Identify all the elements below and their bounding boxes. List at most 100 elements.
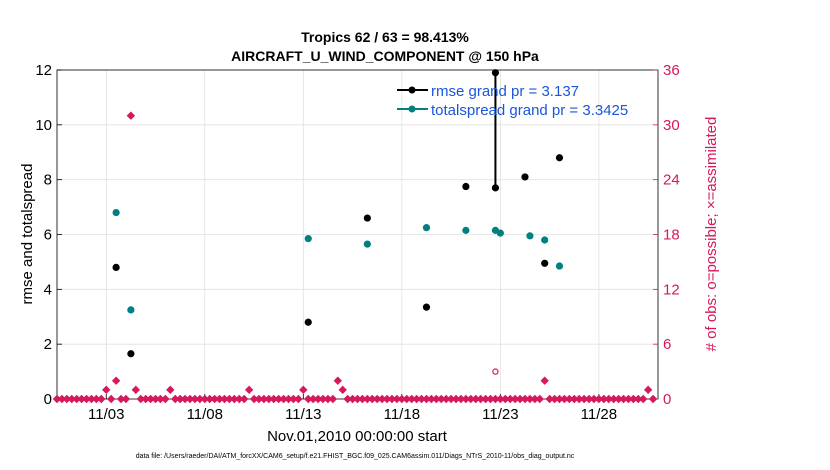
y-tick-label: 10 <box>35 117 52 134</box>
obs-count-marker <box>72 394 81 404</box>
obs-count-marker <box>333 376 342 385</box>
obs-count-marker <box>284 394 293 404</box>
y-right-tick-label: 24 <box>663 172 680 189</box>
legend-spread-label: totalspread grand pr = 3.3425 <box>431 102 628 119</box>
obs-count-marker <box>259 394 269 404</box>
obs-count-marker <box>368 394 377 404</box>
obs-count-marker <box>230 394 239 404</box>
y-right-tick-label: 30 <box>663 117 680 134</box>
obs-possible-marker <box>492 368 499 375</box>
obs-count-series <box>52 111 658 404</box>
obs-count-marker <box>353 394 362 404</box>
obs-count-marker <box>574 394 584 404</box>
obs-count-marker <box>648 394 658 404</box>
obs-count-marker <box>555 394 564 404</box>
obs-count-marker <box>412 394 421 404</box>
obs-count-marker <box>476 394 485 404</box>
obs-count-marker <box>249 394 259 404</box>
obs-count-marker <box>481 394 490 404</box>
obs-count-marker <box>289 394 298 404</box>
x-tick-label: 11/28 <box>581 406 617 423</box>
obs-count-marker <box>308 394 318 404</box>
grid-lines <box>57 70 658 399</box>
obs-count-marker <box>220 394 229 404</box>
obs-count-marker <box>466 394 476 404</box>
obs-count-marker <box>304 394 313 404</box>
obs-count-marker <box>373 394 382 404</box>
x-tick-label: 11/18 <box>384 406 420 423</box>
obs-count-marker <box>77 394 86 404</box>
chart-subtitle: AIRCRAFT_U_WIND_COMPONENT @ 150 hPa <box>231 48 539 64</box>
obs-count-marker <box>180 394 190 404</box>
chart-title: Tropics 62 / 63 = 98.413% <box>301 29 469 45</box>
obs-count-marker <box>210 394 219 404</box>
y-tick-label: 4 <box>44 281 52 298</box>
obs-count-marker <box>195 394 205 404</box>
totalspread-point <box>526 232 534 240</box>
obs-count-marker <box>417 394 426 404</box>
obs-count-marker <box>525 394 535 404</box>
obs-count-marker <box>126 111 136 120</box>
totalspread-point <box>422 224 431 232</box>
obs-count-marker <box>121 394 131 404</box>
footer-data-file: data file: /Users/raeder/DAI/ATM_forcXX/… <box>136 453 575 460</box>
obs-count-marker <box>397 394 407 404</box>
obs-count-marker <box>87 394 96 404</box>
obs-count-marker <box>530 394 540 404</box>
obs-count-marker <box>57 394 67 404</box>
obs-count-marker <box>427 394 436 404</box>
obs-count-marker <box>97 394 106 404</box>
obs-count-marker <box>609 394 618 404</box>
obs-count-marker <box>279 394 288 404</box>
x-tick-label: 11/23 <box>482 406 518 423</box>
totalspread-point <box>555 262 564 270</box>
rmse-point <box>127 350 135 358</box>
obs-count-marker <box>62 394 72 404</box>
obs-count-marker <box>328 394 338 404</box>
obs-count-marker <box>131 385 141 395</box>
obs-count-marker <box>294 394 303 404</box>
obs-count-marker <box>299 385 308 395</box>
y-axis-label-right: # of obs: o=possible; ×=assimilated <box>703 117 720 352</box>
obs-count-marker <box>501 394 510 404</box>
obs-count-marker <box>166 385 175 395</box>
totalspread-point <box>496 229 504 237</box>
obs-count-marker <box>239 394 249 404</box>
obs-count-marker <box>264 394 274 404</box>
totalspread-point <box>462 226 470 234</box>
x-tick-label: 11/03 <box>88 406 124 423</box>
obs-count-marker <box>604 394 613 404</box>
y-right-tick-label: 6 <box>663 336 671 353</box>
obs-count-marker <box>437 394 446 404</box>
totalspread-point <box>112 208 120 217</box>
obs-count-marker <box>215 394 224 404</box>
obs-count-marker <box>377 394 387 404</box>
obs-count-marker <box>116 394 126 404</box>
obs-count-marker <box>461 394 471 404</box>
totalspread-point <box>127 306 135 314</box>
y-tick-label: 6 <box>44 227 52 244</box>
y-axis-label-left: rmse and totalspread <box>19 164 36 305</box>
obs-count-marker <box>254 394 264 404</box>
totalspread-series <box>112 208 564 314</box>
obs-count-marker <box>363 394 372 404</box>
obs-count-marker <box>136 394 145 404</box>
obs-count-marker <box>570 394 579 404</box>
obs-count-marker <box>584 394 594 404</box>
obs-count-marker <box>402 394 411 404</box>
legend-rmse-marker <box>408 86 416 94</box>
obs-count-marker <box>141 394 150 404</box>
obs-count-marker <box>269 394 278 404</box>
obs-count-marker <box>235 394 244 404</box>
obs-count-marker <box>515 394 525 404</box>
obs-count-marker <box>579 394 589 404</box>
totalspread-point <box>363 240 371 248</box>
obs-count-marker <box>422 394 431 404</box>
obs-count-marker <box>387 394 397 404</box>
rmse-point <box>363 214 371 222</box>
obs-count-marker <box>486 394 495 404</box>
obs-count-marker <box>106 394 116 404</box>
obs-count-marker <box>274 394 283 404</box>
obs-count-marker <box>540 376 549 385</box>
